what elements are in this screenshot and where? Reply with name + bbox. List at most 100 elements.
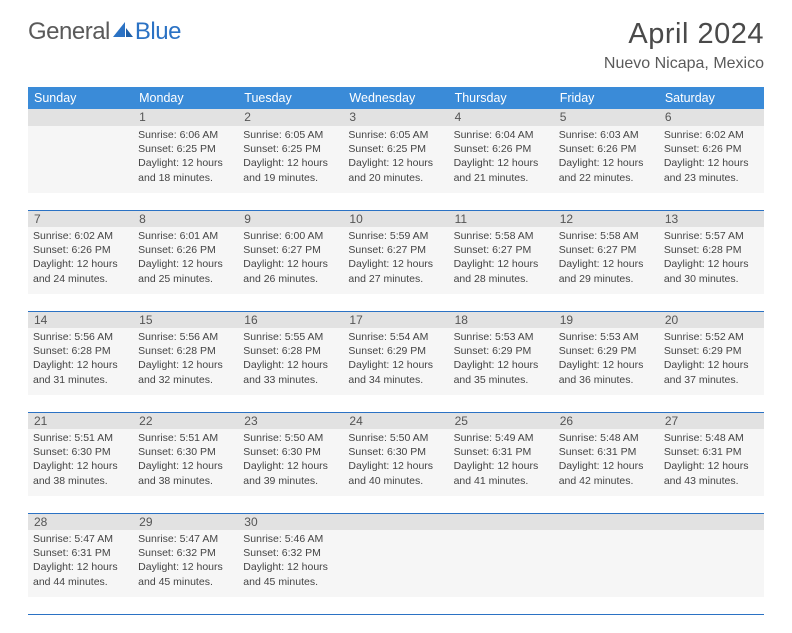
day-number: 8: [133, 211, 238, 227]
sunset-text: Sunset: 6:31 PM: [454, 445, 549, 459]
day-number: 4: [449, 109, 554, 125]
sunrise-text: Sunrise: 6:06 AM: [138, 128, 233, 142]
day-details: Sunrise: 5:51 AMSunset: 6:30 PMDaylight:…: [133, 429, 238, 496]
daylight-text: Daylight: 12 hours and 30 minutes.: [664, 257, 759, 285]
day-cell: Sunrise: 6:04 AMSunset: 6:26 PMDaylight:…: [449, 126, 554, 210]
sunset-text: Sunset: 6:26 PM: [454, 142, 549, 156]
day-number-cell: 5: [554, 109, 659, 126]
day-number: 25: [449, 413, 554, 429]
daylight-text: Daylight: 12 hours and 41 minutes.: [454, 459, 549, 487]
daylight-text: Daylight: 12 hours and 43 minutes.: [664, 459, 759, 487]
week-row: Sunrise: 6:02 AM Sunset: 6:26 PM Daylight:…: [28, 227, 764, 311]
day-cell: Sunrise: 6:06 AMSunset: 6:25 PMDaylight:…: [133, 126, 238, 210]
day-details: Sunrise: 5:47 AMSunset: 6:31 PMDaylight:…: [28, 530, 133, 597]
daylight-text: Daylight: 12 hours and 21 minutes.: [454, 156, 549, 184]
sunset-text: Sunset: 6:26 PM: [138, 243, 233, 257]
day-details: Sunrise: 5:58 AMSunset: 6:27 PMDaylight:…: [554, 227, 659, 294]
day-number-cell: 7: [28, 210, 133, 227]
weekday-header: Wednesday: [343, 87, 448, 109]
daylight-text: Daylight: 12 hours and 20 minutes.: [348, 156, 443, 184]
daylight-text: Daylight: 12 hours and 40 minutes.: [348, 459, 443, 487]
sunset-text: Sunset: 6:30 PM: [243, 445, 338, 459]
daylight-text: Daylight: 12 hours and 26 minutes.: [243, 257, 338, 285]
day-cell: Sunrise: 5:53 AMSunset: 6:29 PMDaylight:…: [449, 328, 554, 412]
sunrise-text: Sunrise: 5:49 AM: [454, 431, 549, 445]
sunrise-text: Sunrise: 6:02 AM: [664, 128, 759, 142]
day-number-cell: 1: [133, 109, 238, 126]
sunset-text: Sunset: 6:28 PM: [664, 243, 759, 257]
daylight-text: Daylight: 12 hours and 45 minutes.: [243, 560, 338, 588]
sunrise-text: Sunrise: 6:05 AM: [243, 128, 338, 142]
day-number: 6: [659, 109, 764, 125]
day-cell: Sunrise: 5:52 AMSunset: 6:29 PMDaylight:…: [659, 328, 764, 412]
day-number-cell: 23: [238, 412, 343, 429]
daylight-text: Daylight: 12 hours and 35 minutes.: [454, 358, 549, 386]
day-number: 27: [659, 413, 764, 429]
day-cell: Sunrise: 6:02 AMSunset: 6:26 PMDaylight:…: [28, 227, 133, 311]
daylight-text: Daylight: 12 hours and 19 minutes.: [243, 156, 338, 184]
day-number: 18: [449, 312, 554, 328]
day-cell: Sunrise: 5:54 AMSunset: 6:29 PMDaylight:…: [343, 328, 448, 412]
day-number-cell: 16: [238, 311, 343, 328]
day-number: 20: [659, 312, 764, 328]
day-cell: Sunrise: 5:48 AMSunset: 6:31 PMDaylight:…: [659, 429, 764, 513]
day-details: Sunrise: 6:05 AMSunset: 6:25 PMDaylight:…: [238, 126, 343, 193]
day-number-cell: 26: [554, 412, 659, 429]
day-number-cell: 28: [28, 513, 133, 530]
daylight-text: Daylight: 12 hours and 28 minutes.: [454, 257, 549, 285]
day-number-row: 282930: [28, 513, 764, 530]
daylight-text: Daylight: 12 hours and 31 minutes.: [33, 358, 128, 386]
day-number-cell: 17: [343, 311, 448, 328]
day-details: Sunrise: 5:49 AMSunset: 6:31 PMDaylight:…: [449, 429, 554, 496]
day-cell: Sunrise: 5:50 AMSunset: 6:30 PMDaylight:…: [238, 429, 343, 513]
day-number: 1: [133, 109, 238, 125]
day-number-cell: 27: [659, 412, 764, 429]
day-number-row: 123456: [28, 109, 764, 126]
sunset-text: Sunset: 6:27 PM: [559, 243, 654, 257]
sunset-text: Sunset: 6:27 PM: [454, 243, 549, 257]
brand-logo: General Blue: [28, 18, 181, 46]
location: Nuevo Nicapa, Mexico: [604, 55, 764, 73]
day-number-cell: 2: [238, 109, 343, 126]
day-number-cell: 3: [343, 109, 448, 126]
sunrise-text: Sunrise: 5:50 AM: [243, 431, 338, 445]
day-number-cell: 11: [449, 210, 554, 227]
day-number-cell: 21: [28, 412, 133, 429]
day-details: Sunrise: 5:50 AMSunset: 6:30 PMDaylight:…: [238, 429, 343, 496]
day-details: Sunrise: 6:01 AMSunset: 6:26 PMDaylight:…: [133, 227, 238, 294]
sunset-text: Sunset: 6:27 PM: [348, 243, 443, 257]
weekday-header: Thursday: [449, 87, 554, 109]
daylight-text: Daylight: 12 hours and 34 minutes.: [348, 358, 443, 386]
daylight-text: Daylight: 12 hours and 22 minutes.: [559, 156, 654, 184]
daylight-text: Daylight: 12 hours and 36 minutes.: [559, 358, 654, 386]
sunrise-text: Sunrise: 5:47 AM: [33, 532, 128, 546]
sunset-text: Sunset: 6:29 PM: [348, 344, 443, 358]
daylight-text: Daylight: 12 hours and 18 minutes.: [138, 156, 233, 184]
day-number-cell: 6: [659, 109, 764, 126]
calendar-page: General Blue April 2024 Nuevo Nicapa, Me…: [0, 0, 792, 633]
day-cell: Sunrise: 5:47 AMSunset: 6:32 PMDaylight:…: [133, 530, 238, 614]
day-number-row: 78910111213: [28, 210, 764, 227]
sunrise-text: Sunrise: 6:05 AM: [348, 128, 443, 142]
sunset-text: Sunset: 6:25 PM: [243, 142, 338, 156]
day-number-cell: 10: [343, 210, 448, 227]
day-number: 7: [28, 211, 133, 227]
day-cell: Sunrise: 5:56 AMSunset: 6:28 PMDaylight:…: [133, 328, 238, 412]
sunrise-text: Sunrise: 6:02 AM: [33, 229, 128, 243]
day-cell: Sunrise: 5:49 AMSunset: 6:31 PMDaylight:…: [449, 429, 554, 513]
day-details: Sunrise: 5:56 AMSunset: 6:28 PMDaylight:…: [28, 328, 133, 395]
day-details: [28, 126, 133, 193]
day-number-cell: 20: [659, 311, 764, 328]
day-cell: [449, 530, 554, 614]
day-cell: Sunrise: 6:02 AMSunset: 6:26 PMDaylight:…: [659, 126, 764, 210]
sunset-text: Sunset: 6:25 PM: [348, 142, 443, 156]
day-details: Sunrise: 6:03 AMSunset: 6:26 PMDaylight:…: [554, 126, 659, 193]
weekday-header: Saturday: [659, 87, 764, 109]
day-number: 26: [554, 413, 659, 429]
day-cell: Sunrise: 5:47 AMSunset: 6:31 PMDaylight:…: [28, 530, 133, 614]
day-details: Sunrise: 5:56 AMSunset: 6:28 PMDaylight:…: [133, 328, 238, 395]
sunset-text: Sunset: 6:29 PM: [559, 344, 654, 358]
day-number-cell: 12: [554, 210, 659, 227]
sunset-text: Sunset: 6:30 PM: [33, 445, 128, 459]
day-details: [343, 530, 448, 597]
